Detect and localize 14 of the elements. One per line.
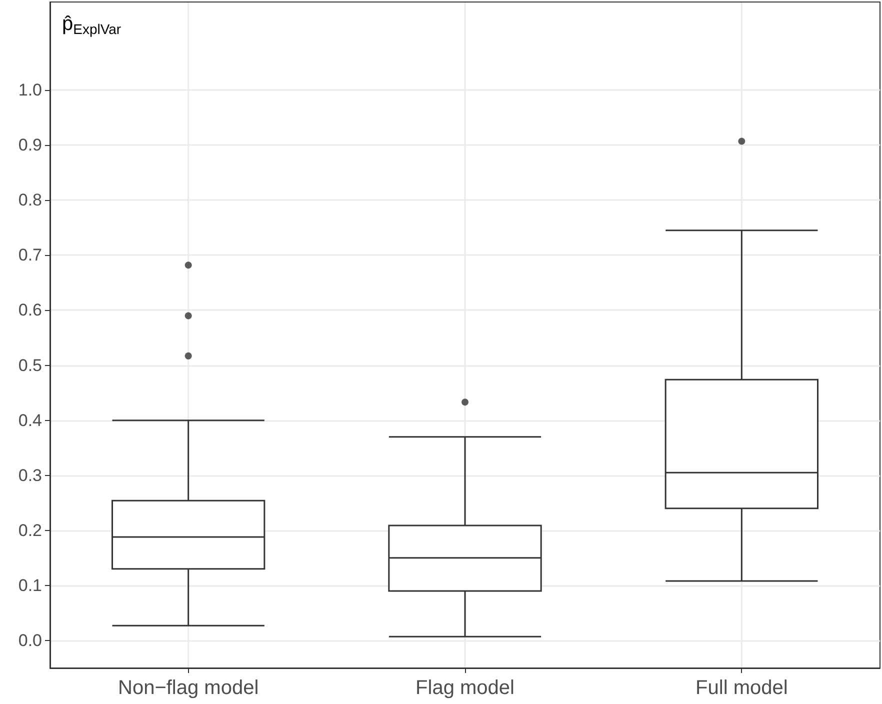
x-tick-label: Flag model [416,677,514,699]
y-tick-label: 0.6 [18,300,42,320]
y-tick-label: 0.5 [18,356,42,375]
y-tick-label: 1.0 [18,80,42,100]
x-tick-label: Non−flag model [118,677,259,699]
y-tick-label: 0.2 [18,520,42,540]
y-tick-label: 0.8 [18,190,42,210]
y-tick-label: 0.0 [18,630,42,650]
x-tick-label: Full model [696,677,788,699]
y-tick-label: 0.3 [18,466,42,485]
y-tick-label: 0.1 [18,576,42,595]
y-tick-label: 0.9 [18,136,42,155]
y-tick-label: 0.7 [18,246,42,265]
y-tick-label: 0.4 [18,410,42,430]
